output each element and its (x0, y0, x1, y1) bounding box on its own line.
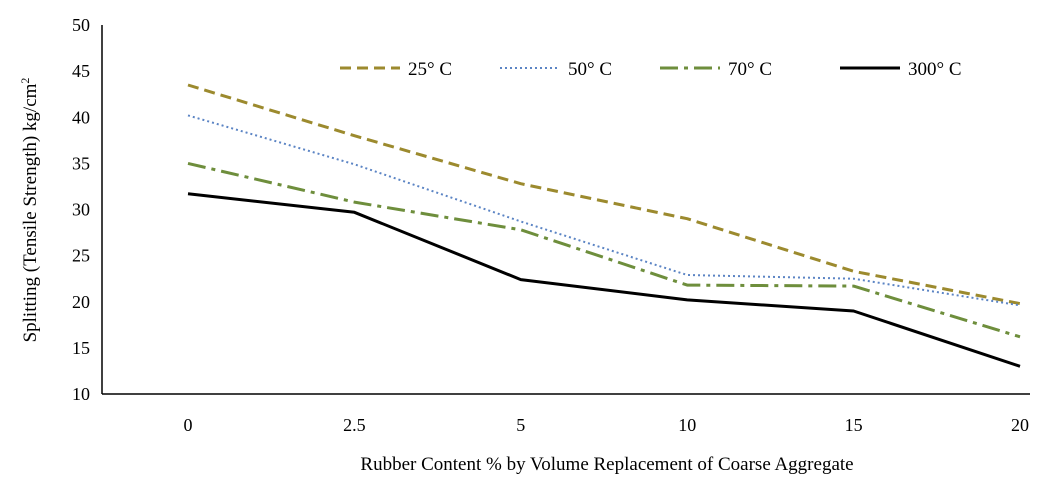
series-lines (187, 83, 1021, 368)
x-tick-label: 0 (184, 415, 193, 435)
series-line (187, 83, 1021, 306)
x-tick-label: 10 (678, 415, 696, 435)
legend-label: 70° C (728, 59, 772, 80)
y-axis-title-superscript: 2 (18, 78, 32, 84)
y-tick-labels: 10 15 20 25 30 35 40 45 50 (72, 15, 90, 404)
x-tick-label: 20 (1011, 415, 1029, 435)
legend-label: 50° C (568, 59, 612, 80)
x-tick-labels: 0 2.5 5 10 15 20 (184, 415, 1030, 435)
y-tick-label: 45 (72, 61, 90, 81)
y-tick-label: 25 (72, 246, 90, 266)
legend: 25° C 50° C 70° C 300° C (340, 59, 962, 80)
series-line (187, 192, 1021, 368)
x-tick-label: 5 (516, 415, 525, 435)
x-axis-title: Rubber Content % by Volume Replacement o… (360, 454, 853, 475)
x-tick-label: 2.5 (343, 415, 366, 435)
y-tick-label: 35 (72, 153, 90, 173)
y-axis-title: Splitting (Tensile Strength) kg/cm2 (18, 78, 41, 343)
x-tick-label: 15 (845, 415, 863, 435)
y-axis-title-text: Splitting (Tensile Strength) kg/cm (20, 83, 41, 342)
y-tick-label: 20 (72, 292, 90, 312)
y-tick-label: 10 (72, 384, 90, 404)
series-line (187, 161, 1021, 339)
legend-label: 300° C (908, 59, 962, 80)
y-tick-label: 30 (72, 200, 90, 220)
series-line (187, 114, 1021, 307)
y-tick-label: 50 (72, 15, 90, 35)
legend-label: 25° C (408, 59, 452, 80)
y-tick-label: 15 (72, 338, 90, 358)
y-tick-label: 40 (72, 107, 90, 127)
axes (101, 25, 1030, 395)
